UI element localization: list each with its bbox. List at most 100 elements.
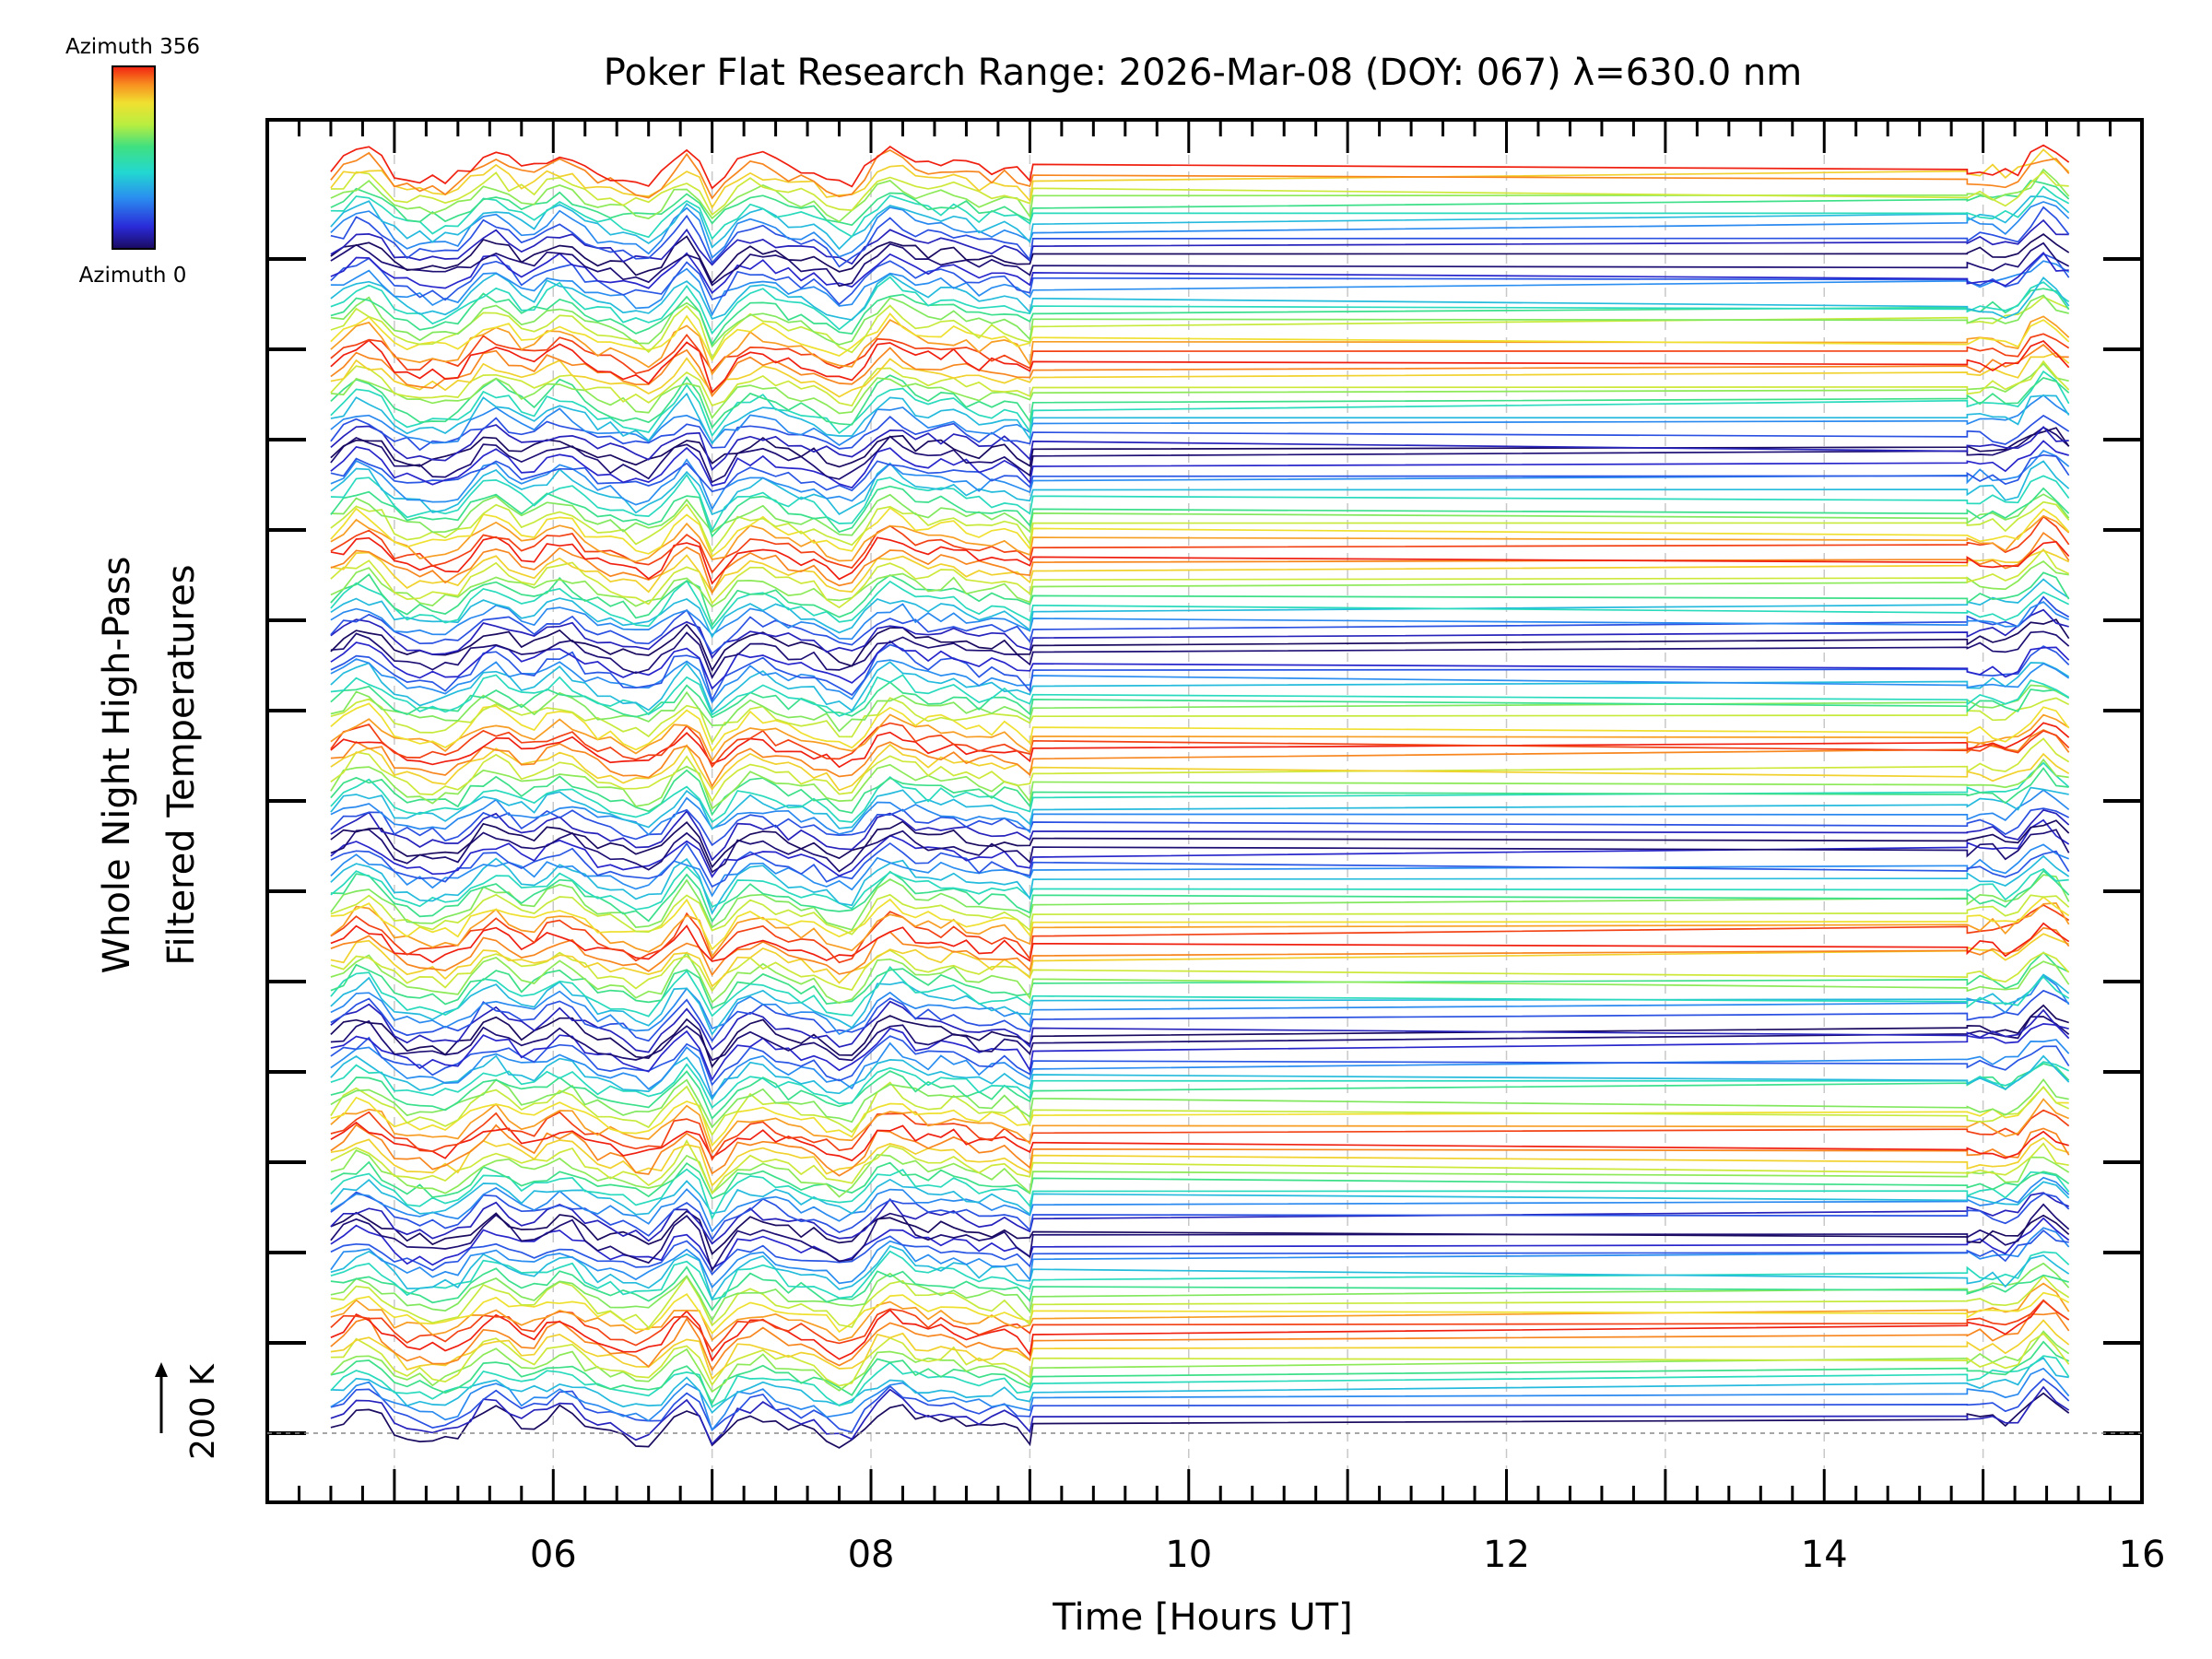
trace-g0-a3: [330, 1367, 2070, 1432]
x-tick-label-12: 12: [1483, 1534, 1530, 1576]
trace-g5-a1: [330, 902, 2070, 959]
trace-g10-a9: [330, 351, 2070, 398]
trace-g12-a9: [330, 148, 2070, 210]
trace-g5-a3: [330, 893, 2070, 935]
trace-g3-a1: [330, 1098, 2070, 1155]
trace-g11-a0: [330, 333, 2070, 375]
trace-g9-a8: [330, 449, 2070, 512]
trace-g7-a0: [330, 722, 2070, 769]
trace-g7-a9: [330, 643, 2070, 702]
colorbar: [112, 65, 156, 250]
trace-g10-a11: [330, 339, 2070, 394]
trace-g8-a1: [330, 608, 2069, 660]
x-tick-label-08: 08: [848, 1534, 895, 1576]
trace-g10-a6: [330, 374, 2070, 429]
trace-g1-a10: [330, 1217, 2070, 1270]
trace-g8-a6: [330, 571, 2070, 628]
trace-g10-a5: [330, 370, 2070, 438]
trace-g1-a11: [330, 1203, 2070, 1273]
trace-g2-a0: [330, 1210, 2070, 1255]
trace-g0-a1: [330, 1385, 2070, 1446]
trace-g3-a7: [330, 1054, 2070, 1101]
trace-g2-a11: [330, 1121, 2069, 1162]
trace-g5-a7: [330, 854, 2070, 915]
trace-g3-a4: [330, 1078, 2069, 1129]
trace-g7-a4: [330, 684, 2070, 733]
trace-g10-a0: [330, 427, 2070, 468]
trace-g3-a11: [330, 1016, 2070, 1062]
trace-g3-a5: [330, 1063, 2070, 1120]
trace-g9-a5: [330, 485, 2070, 538]
temperature-traces: [330, 144, 2070, 1449]
trace-g8-a11: [330, 535, 2070, 585]
trace-g2-a9: [330, 1136, 2069, 1187]
trace-g1-a3: [330, 1275, 2070, 1329]
trace-g7-a7: [330, 661, 2070, 714]
trace-g10-a10: [330, 343, 2069, 398]
colorbar-bottom-label: Azimuth 0: [79, 264, 187, 288]
trace-g12-a6: [330, 179, 2070, 227]
trace-g1-a8: [330, 1227, 2070, 1289]
trace-g0-a8: [330, 1332, 2070, 1387]
trace-g9-a7: [330, 460, 2070, 516]
trace-g0-a7: [330, 1330, 2070, 1394]
trace-g11-a10: [330, 252, 2069, 295]
trace-g5-a5: [330, 869, 2070, 924]
trace-g5-a8: [330, 843, 2070, 898]
trace-g5-a0: [330, 904, 2070, 964]
trace-g8-a4: [330, 578, 2070, 639]
trace-g11-a9: [330, 253, 2070, 306]
trace-g6-a8: [330, 737, 2070, 803]
trace-g12-a4: [330, 195, 2070, 251]
trace-g4-a3: [330, 974, 2070, 1036]
trace-g4-a11: [330, 922, 2070, 964]
trace-g11-a6: [330, 276, 2070, 335]
trace-g4-a10: [330, 926, 2070, 977]
trace-g10-a7: [330, 362, 2069, 419]
trace-g11-a8: [330, 260, 2070, 317]
trace-g12-a8: [330, 171, 2069, 217]
trace-g1-a7: [330, 1244, 2070, 1301]
trace-g8-a9: [330, 549, 2070, 594]
trace-g12-a11: [330, 144, 2070, 190]
trace-g6-a11: [330, 722, 2070, 769]
x-tick-label-06: 06: [530, 1534, 577, 1576]
trace-g12-a7: [330, 168, 2070, 223]
trace-g6-a1: [330, 808, 2070, 862]
trace-g10-a1: [330, 424, 2069, 471]
trace-g10-a2: [330, 414, 2070, 452]
trace-g12-a10: [330, 148, 2070, 200]
trace-g7-a11: [330, 630, 2070, 679]
trace-g6-a0: [330, 819, 2070, 869]
trace-g11-a4: [330, 294, 2069, 348]
trace-g4-a9: [330, 933, 2070, 988]
trace-g8-a10: [330, 532, 2070, 595]
trace-g6-a6: [330, 767, 2069, 817]
trace-g5-a10: [330, 818, 2070, 878]
trace-g3-a10: [330, 1023, 2070, 1082]
trace-g3-a3: [330, 1081, 2070, 1137]
trace-g0-a5: [330, 1355, 2070, 1408]
trace-g11-a5: [330, 288, 2070, 347]
axis-ticks: [267, 120, 2144, 1502]
trace-g6-a3: [330, 789, 2070, 836]
trace-g11-a11: [330, 241, 2070, 288]
x-tick-labels: 06 08 10 12 14 16: [530, 1534, 2166, 1576]
trace-g0-a0: [330, 1392, 2070, 1449]
trace-g12-a2: [330, 206, 2070, 268]
trace-g7-a8: [330, 658, 2070, 704]
trace-g3-a2: [330, 1086, 2069, 1147]
trace-g6-a5: [330, 761, 2070, 824]
trace-g1-a6: [330, 1250, 2070, 1301]
trace-g2-a10: [330, 1124, 2070, 1177]
trace-g9-a4: [330, 493, 2070, 536]
x-tick-label-14: 14: [1801, 1534, 1848, 1576]
trace-g12-a1: [330, 218, 2069, 266]
trace-g8-a8: [330, 547, 2070, 609]
trace-g9-a9: [330, 453, 2070, 493]
trace-g2-a1: [330, 1192, 2070, 1245]
trace-g12-a5: [330, 185, 2070, 241]
plot-frame: [265, 118, 2144, 1504]
trace-g8-a0: [330, 618, 2070, 672]
